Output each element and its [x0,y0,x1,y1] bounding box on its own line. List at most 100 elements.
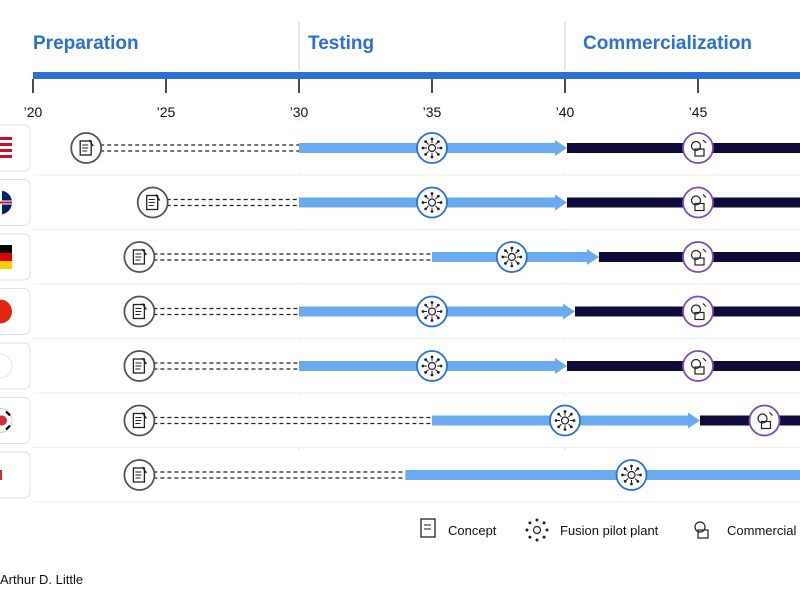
pilot-node [563,428,567,431]
pilot-node [569,412,573,416]
pilot-core [560,416,570,425]
fusion-pilot-icon [495,241,528,273]
legend-pilot-node [525,528,529,532]
flag-stripe [0,253,12,261]
pilot-node [430,192,434,195]
commercial-gear [690,195,702,206]
pilot-node [569,425,573,429]
tick-label: ’35 [423,104,442,120]
pilot-node [421,310,425,313]
phase-label-commercialization: Commercialization [583,33,752,54]
concept-pen [155,194,161,201]
canada-flag-icon [0,463,12,487]
pilot-core [507,252,516,262]
pilot-node [439,201,443,204]
concept-doc [79,140,92,156]
concept-pen [141,466,147,474]
flag-stripe [0,137,12,140]
pilot-node [519,255,523,259]
concept-icon [123,241,156,273]
testing-arrow-head [555,194,567,211]
legend-pilot-label: Fusion pilot plant [560,523,659,538]
pilot-node [623,467,627,471]
commercial-arrow [702,357,707,362]
tick-label: ’20 [24,104,43,120]
pilot-node [636,479,640,483]
flag-bg [0,136,12,160]
commercial-box [694,366,705,375]
pilot-node [430,373,434,377]
pilot-core [427,307,437,316]
pilot-node [623,479,627,483]
pilot-core [427,198,437,207]
concept-pen [88,139,94,147]
legend-pilot-node [542,535,546,539]
commercial-ring [682,186,714,219]
pilot-ring [416,350,448,382]
commercial-gear [690,249,702,261]
pilot-node [572,419,576,422]
pilot-node [421,364,425,368]
legend-pilot-node [528,521,532,525]
pilot-node [430,301,434,304]
flag-leaf [0,470,2,480]
uk-flag-icon [0,190,12,215]
commercial-arrow [702,194,707,198]
flag-trigram [5,410,11,417]
testing-arrow-head [555,140,567,156]
pilot-node [504,261,507,265]
pilot-node [563,410,567,413]
flag-trigram [5,424,11,431]
flag-card [0,451,31,499]
pilot-node [430,155,434,159]
pilot-ring [416,186,448,219]
pilot-node [510,246,514,250]
flag-card [0,288,31,335]
commercial-box [694,257,705,266]
commercial-arrow [702,248,707,253]
pilot-node [424,140,428,144]
pilot-node [501,255,505,259]
concept-icon [123,459,156,491]
pilot-node [436,207,440,211]
pilot-node [430,319,434,322]
flag-symbol [0,415,7,426]
pilot-ring [495,241,528,273]
flag-stripe [0,261,12,269]
commercial-ring [682,241,714,273]
pilot-node [516,249,520,253]
pilot-node [424,316,428,320]
commercial-ring [682,132,714,164]
us-flag-icon [0,136,12,160]
pilot-core [427,143,437,153]
pilot-node [430,355,434,359]
pilot-node [439,310,443,313]
concept-icon [70,132,103,164]
legend-pilot-node [535,538,539,542]
legend-pilot: Fusion pilot plant [525,518,659,542]
pilot-node [421,146,425,150]
pilot-core [427,361,437,371]
testing-arrow-head [586,249,599,265]
tick-label: ’25 [157,104,176,120]
flag-card [0,179,31,226]
legend-pilot-core [532,525,542,535]
testing-arrow-head [555,358,567,374]
pilot-node [621,473,624,477]
commercial-box [694,148,705,157]
commercial-gear [690,358,702,370]
legend-pilot-node [528,535,532,539]
pilot-node [636,467,640,471]
fusion-pilot-icon [416,295,448,328]
concept-pen [141,357,147,365]
pilot-node [436,152,440,156]
pilot-node [436,194,440,198]
flag-card [0,397,31,444]
pilot-node [554,419,558,422]
pilot-node [436,140,440,144]
pilot-ring [416,132,448,164]
tick-label: ’40 [556,104,575,120]
commercial-gear [690,140,702,152]
flag-card [0,124,31,172]
